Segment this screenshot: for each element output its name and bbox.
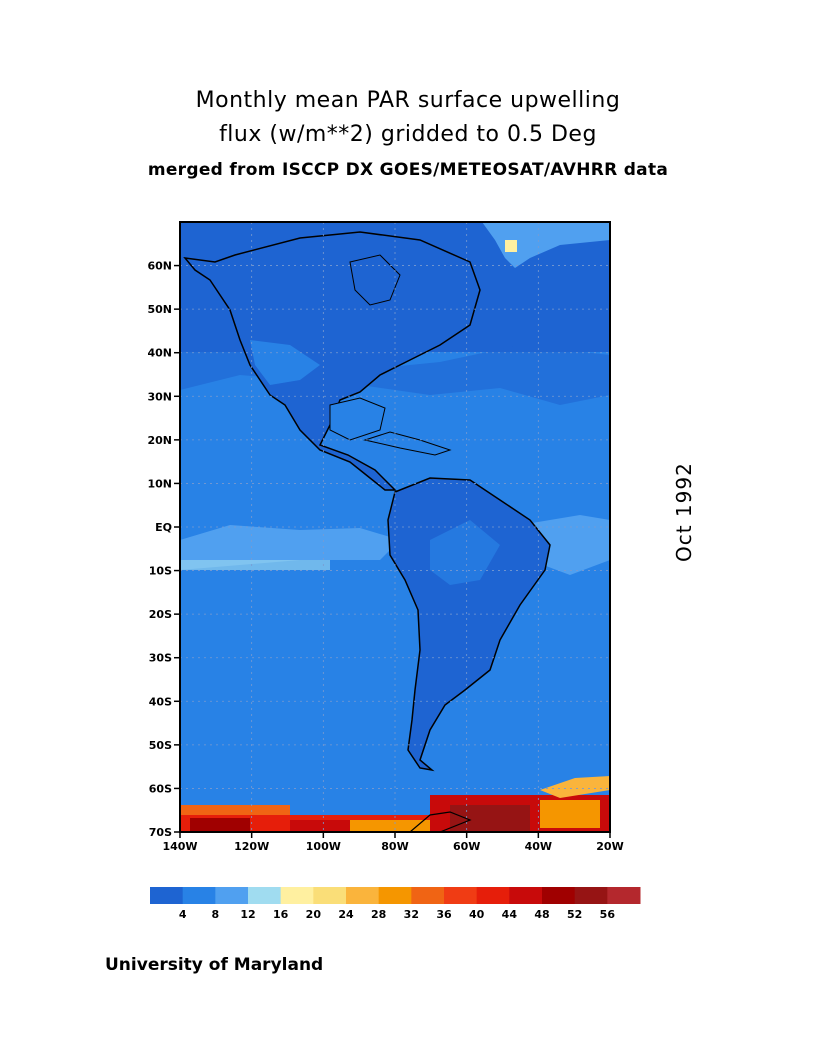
colorbar-label: 36 — [436, 908, 452, 921]
caribbean-islands — [363, 431, 452, 456]
lat-tick-label: EQ — [155, 521, 172, 534]
antarctic-band-west-dark — [190, 818, 250, 832]
antarctic-band-west-top — [180, 805, 290, 815]
lat-tick-label: 40N — [147, 347, 172, 360]
lat-tick-label: 20S — [149, 608, 172, 621]
date-label: Oct 1992 — [672, 462, 696, 562]
colorbar-swatch — [607, 887, 641, 904]
chart-title-line-2: flux (w/m**2) gridded to 0.5 Deg — [219, 122, 597, 147]
colorbar-label: 4 — [179, 908, 187, 921]
lon-tick-label: 100W — [306, 840, 341, 853]
lon-tick-label: 140W — [162, 840, 197, 853]
colorbar-label: 12 — [240, 908, 255, 921]
lat-tick-label: 30S — [149, 652, 172, 665]
antarctic-band-mid — [290, 820, 350, 832]
chart-subtitle: merged from ISCCP DX GOES/METEOSAT/AVHRR… — [147, 160, 669, 180]
equatorial-band-east-pacific — [180, 525, 400, 570]
greenland-field — [482, 222, 610, 268]
lat-tick-label: 50S — [149, 739, 172, 752]
colorbar-swatch — [313, 887, 347, 904]
colorbar-label: 56 — [600, 908, 616, 921]
colorbar-label: 48 — [534, 908, 549, 921]
colorbar-swatch — [215, 887, 249, 904]
antarctic-band-orange — [350, 820, 430, 832]
south-america-interior-field — [430, 520, 500, 585]
lat-tick-label: 50N — [147, 303, 172, 316]
colorbar-label: 32 — [404, 908, 419, 921]
colorbar-swatch — [248, 887, 282, 904]
lon-tick-label: 120W — [234, 840, 269, 853]
colorbar-label: 44 — [502, 908, 518, 921]
colorbar-label: 40 — [469, 908, 485, 921]
antarctic-peninsula-outline — [409, 811, 472, 832]
colorbar-swatch — [542, 887, 576, 904]
lat-tick-label: 10N — [147, 477, 172, 490]
colorbar-swatch — [150, 887, 184, 904]
colorbar-label: 28 — [371, 908, 386, 921]
colorbar-label: 16 — [273, 908, 289, 921]
north-america-southwest-field — [250, 340, 320, 385]
colorbar-swatch — [182, 887, 216, 904]
colorbar-swatch — [346, 887, 380, 904]
gulf-of-mexico — [329, 397, 386, 441]
colorbar-label: 20 — [306, 908, 322, 921]
colorbar-swatch — [444, 887, 478, 904]
south-america-outline — [387, 477, 551, 772]
antarctic-band-east-orange — [540, 800, 600, 828]
lat-tick-label: 40S — [149, 695, 172, 708]
credit-label: University of Maryland — [105, 955, 324, 975]
equatorial-band-light — [180, 560, 330, 570]
lat-tick-label: 60S — [149, 782, 172, 795]
lon-tick-label: 60W — [453, 840, 480, 853]
hudson-bay — [349, 254, 401, 306]
colorbar-swatch — [411, 887, 445, 904]
map-plot-area — [180, 222, 610, 832]
lat-tick-label: 70S — [149, 826, 172, 839]
antarctic-band-east-dark — [450, 805, 530, 832]
colorbar-label: 24 — [338, 908, 354, 921]
greenland-bright-cell — [505, 240, 517, 252]
lat-tick-label: 60N — [147, 260, 172, 273]
latitude-axis: 60N 50N 40N 30N 20N 10N EQ 10S 20S 30S 40S 50S 60S 70… — [147, 260, 180, 839]
colorbar: 4 8 12 16 20 24 28 32 36 40 44 48 52 56 — [150, 887, 641, 921]
colorbar-label: 8 — [212, 908, 220, 921]
lat-tick-label: 30N — [147, 390, 172, 403]
colorbar-swatch — [574, 887, 608, 904]
colorbar-swatch — [476, 887, 510, 904]
lat-tick-label: 10S — [149, 565, 172, 578]
lon-tick-label: 20W — [596, 840, 623, 853]
antarctic-band-east-light — [540, 776, 610, 798]
lon-tick-label: 40W — [525, 840, 552, 853]
colorbar-swatch — [280, 887, 314, 904]
colorbar-swatch — [509, 887, 543, 904]
chart-title-line-1: Monthly mean PAR surface upwelling — [195, 88, 621, 113]
colorbar-swatch — [378, 887, 412, 904]
colorbar-label: 52 — [567, 908, 582, 921]
lon-tick-label: 80W — [381, 840, 408, 853]
longitude-axis: 140W 120W 100W 80W 60W 40W 20W — [162, 832, 624, 853]
north-america-outline — [183, 231, 481, 491]
lat-tick-label: 20N — [147, 434, 172, 447]
